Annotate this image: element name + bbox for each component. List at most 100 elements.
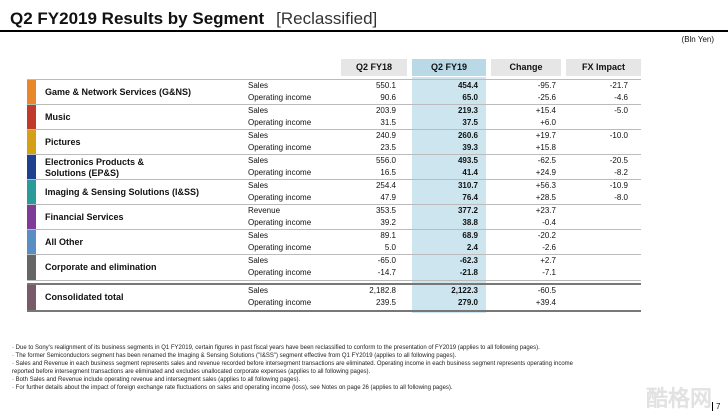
value-curr: 279.0 — [457, 298, 478, 307]
segment-row-group: Imaging & Sensing Solutions (I&SS) Sales 2… — [27, 179, 641, 205]
value-curr: 38.8 — [462, 218, 478, 227]
value-prev: 23.5 — [380, 143, 396, 152]
value-change: -20.2 — [537, 231, 556, 240]
value-prev: 556.0 — [375, 156, 396, 165]
value-prev: 5.0 — [384, 243, 396, 252]
footnote: reported before intersegment transaction… — [12, 369, 371, 375]
segment-color-swatch — [27, 205, 36, 230]
segment-color-swatch — [27, 255, 36, 280]
footnote: · Both Sales and Revenue include operati… — [12, 377, 301, 383]
table-row: Operating income 90.6 65.0 -25.6 -4.6 — [27, 92, 641, 104]
value-change: +19.7 — [535, 131, 556, 140]
row-label: Sales — [248, 81, 269, 90]
segment-color-swatch — [27, 80, 36, 105]
segment-row-group: Electronics Products & Solutions (EP&S) S… — [27, 154, 641, 180]
segment-color-swatch — [27, 105, 36, 130]
total-column-highlight — [412, 285, 486, 312]
value-prev: 39.2 — [380, 218, 396, 227]
footnote: · Due to Sony's realignment of its busin… — [12, 345, 540, 351]
value-curr: -21.8 — [459, 268, 478, 277]
segment-name: Imaging & Sensing Solutions (I&SS) — [45, 187, 200, 197]
value-curr: 454.4 — [457, 81, 478, 90]
row-label: Operating income — [248, 268, 312, 277]
segment-name: Music — [45, 112, 71, 122]
row-label: Operating income — [248, 143, 312, 152]
segment-row-group: Game & Network Services (G&NS) Sales 550.1… — [27, 79, 641, 105]
segment-color-swatch — [27, 130, 36, 155]
segment-name: Consolidated total — [45, 292, 124, 302]
row-label: Sales — [248, 286, 269, 295]
value-curr: 2.4 — [466, 243, 478, 252]
segment-name: Corporate and elimination — [45, 262, 157, 272]
segment-row-group: All Other Sales 89.1 68.9 -20.2 Operating inc… — [27, 229, 641, 255]
value-change: -0.4 — [542, 218, 556, 227]
value-prev: 89.1 — [380, 231, 396, 240]
value-prev: 254.4 — [375, 181, 396, 190]
segment-name: Electronics Products & Solutions (EP&S) — [45, 156, 145, 178]
row-label: Sales — [248, 231, 269, 240]
col-header-fx: FX Impact — [566, 59, 641, 76]
value-prev: 31.5 — [380, 118, 396, 127]
table-row: Sales -65.0 -62.3 +2.7 — [27, 255, 641, 267]
segment-name: Game & Network Services (G&NS) — [45, 87, 192, 97]
row-label: Sales — [248, 131, 269, 140]
segment-row-group: Pictures Sales 240.9 260.6 +19.7 -10.0 Operati… — [27, 129, 641, 155]
segment-name: All Other — [45, 237, 84, 247]
value-change: -60.5 — [537, 286, 556, 295]
segment-color-swatch — [27, 230, 36, 255]
footnote: · For further details about the impact o… — [12, 385, 453, 391]
value-fx: -20.5 — [609, 156, 628, 165]
value-change: +28.5 — [535, 193, 556, 202]
value-curr: 37.5 — [462, 118, 478, 127]
table-row: Sales 203.9 219.3 +15.4 -5.0 — [27, 105, 641, 117]
title-rule — [0, 30, 728, 32]
value-curr: 219.3 — [457, 106, 478, 115]
row-label: Operating income — [248, 298, 312, 307]
value-curr: 68.9 — [462, 231, 478, 240]
value-curr: -62.3 — [459, 256, 478, 265]
segment-row-group: Financial Services Revenue 353.5 377.2 +23.7… — [27, 204, 641, 230]
value-prev: 550.1 — [375, 81, 396, 90]
value-curr: 65.0 — [462, 93, 478, 102]
row-label: Operating income — [248, 118, 312, 127]
current-column-highlight — [412, 77, 486, 313]
footnote: · The former Semiconductors segment has … — [12, 353, 457, 359]
value-change: +6.0 — [540, 118, 556, 127]
value-curr: 41.4 — [462, 168, 478, 177]
value-prev: 203.9 — [375, 106, 396, 115]
table-row: Sales 240.9 260.6 +19.7 -10.0 — [27, 130, 641, 142]
table-row: Operating income 39.2 38.8 -0.4 — [27, 217, 641, 229]
table-row: Sales 2,182.8 2,122.3 -60.5 — [27, 285, 641, 297]
table-row: Sales 89.1 68.9 -20.2 — [27, 230, 641, 242]
value-prev: 2,182.8 — [369, 286, 396, 295]
table-row: Sales 556.0 493.5 -62.5 -20.5 — [27, 155, 641, 167]
value-curr: 260.6 — [457, 131, 478, 140]
row-label: Operating income — [248, 193, 312, 202]
value-prev: 353.5 — [375, 206, 396, 215]
value-change: +2.7 — [540, 256, 556, 265]
segment-row-group: Corporate and elimination Sales -65.0 -62.3… — [27, 254, 641, 281]
row-label: Sales — [248, 256, 269, 265]
table-row: Operating income 239.5 279.0 +39.4 — [27, 297, 641, 309]
value-change: +15.4 — [535, 106, 556, 115]
value-change: -95.7 — [537, 81, 556, 90]
col-header-prev: Q2 FY18 — [341, 59, 407, 76]
value-prev: 90.6 — [380, 93, 396, 102]
value-fx: -5.0 — [614, 106, 628, 115]
footnote: · Sales and Revenue in each business seg… — [12, 361, 573, 367]
value-curr: 76.4 — [462, 193, 478, 202]
value-fx: -8.2 — [614, 168, 628, 177]
footnotes: · Due to Sony's realignment of its busin… — [12, 344, 662, 392]
value-change: -7.1 — [542, 268, 556, 277]
table-row: Operating income 5.0 2.4 -2.6 — [27, 242, 641, 254]
value-change: -25.6 — [537, 93, 556, 102]
value-prev: -14.7 — [377, 268, 396, 277]
col-header-curr: Q2 FY19 — [412, 59, 486, 76]
row-label: Sales — [248, 181, 269, 190]
value-prev: 239.5 — [375, 298, 396, 307]
table-row: Operating income 16.5 41.4 +24.9 -8.2 — [27, 167, 641, 179]
value-curr: 310.7 — [457, 181, 478, 190]
value-change: +56.3 — [535, 181, 556, 190]
value-prev: -65.0 — [377, 256, 396, 265]
row-label: Operating income — [248, 168, 312, 177]
